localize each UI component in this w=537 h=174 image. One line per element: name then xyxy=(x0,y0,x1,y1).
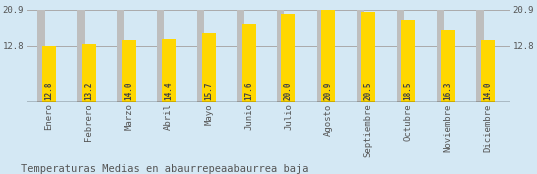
Bar xyxy=(281,14,295,102)
Bar xyxy=(401,21,415,102)
Text: 14.0: 14.0 xyxy=(125,82,133,100)
Bar xyxy=(117,10,125,102)
Bar xyxy=(361,12,375,102)
Text: 20.0: 20.0 xyxy=(284,82,293,100)
Text: 14.0: 14.0 xyxy=(483,82,492,100)
Text: 20.5: 20.5 xyxy=(364,82,373,100)
Text: 12.8: 12.8 xyxy=(45,82,54,100)
Bar xyxy=(242,24,256,102)
Text: 14.4: 14.4 xyxy=(164,82,173,100)
Bar xyxy=(277,10,284,102)
Bar xyxy=(321,10,335,102)
Bar xyxy=(237,10,244,102)
Bar xyxy=(397,10,404,102)
Bar xyxy=(38,10,45,102)
Bar xyxy=(481,40,495,102)
Text: Temperaturas Medias en abaurrepeaabaurrea baja: Temperaturas Medias en abaurrepeaabaurre… xyxy=(21,164,309,174)
Bar xyxy=(82,44,96,102)
Bar xyxy=(202,33,216,102)
Text: 20.9: 20.9 xyxy=(324,82,333,100)
Bar xyxy=(77,10,84,102)
Text: 17.6: 17.6 xyxy=(244,82,253,100)
Text: 15.7: 15.7 xyxy=(204,82,213,100)
Bar xyxy=(42,46,56,102)
Bar xyxy=(317,10,324,102)
Bar xyxy=(122,40,136,102)
Text: 13.2: 13.2 xyxy=(84,82,93,100)
Text: 16.3: 16.3 xyxy=(444,82,453,100)
Bar xyxy=(437,10,444,102)
Bar xyxy=(157,10,164,102)
Bar xyxy=(357,10,364,102)
Bar xyxy=(441,30,455,102)
Text: 18.5: 18.5 xyxy=(404,82,412,100)
Bar xyxy=(197,10,204,102)
Bar xyxy=(476,10,484,102)
Bar xyxy=(162,39,176,102)
